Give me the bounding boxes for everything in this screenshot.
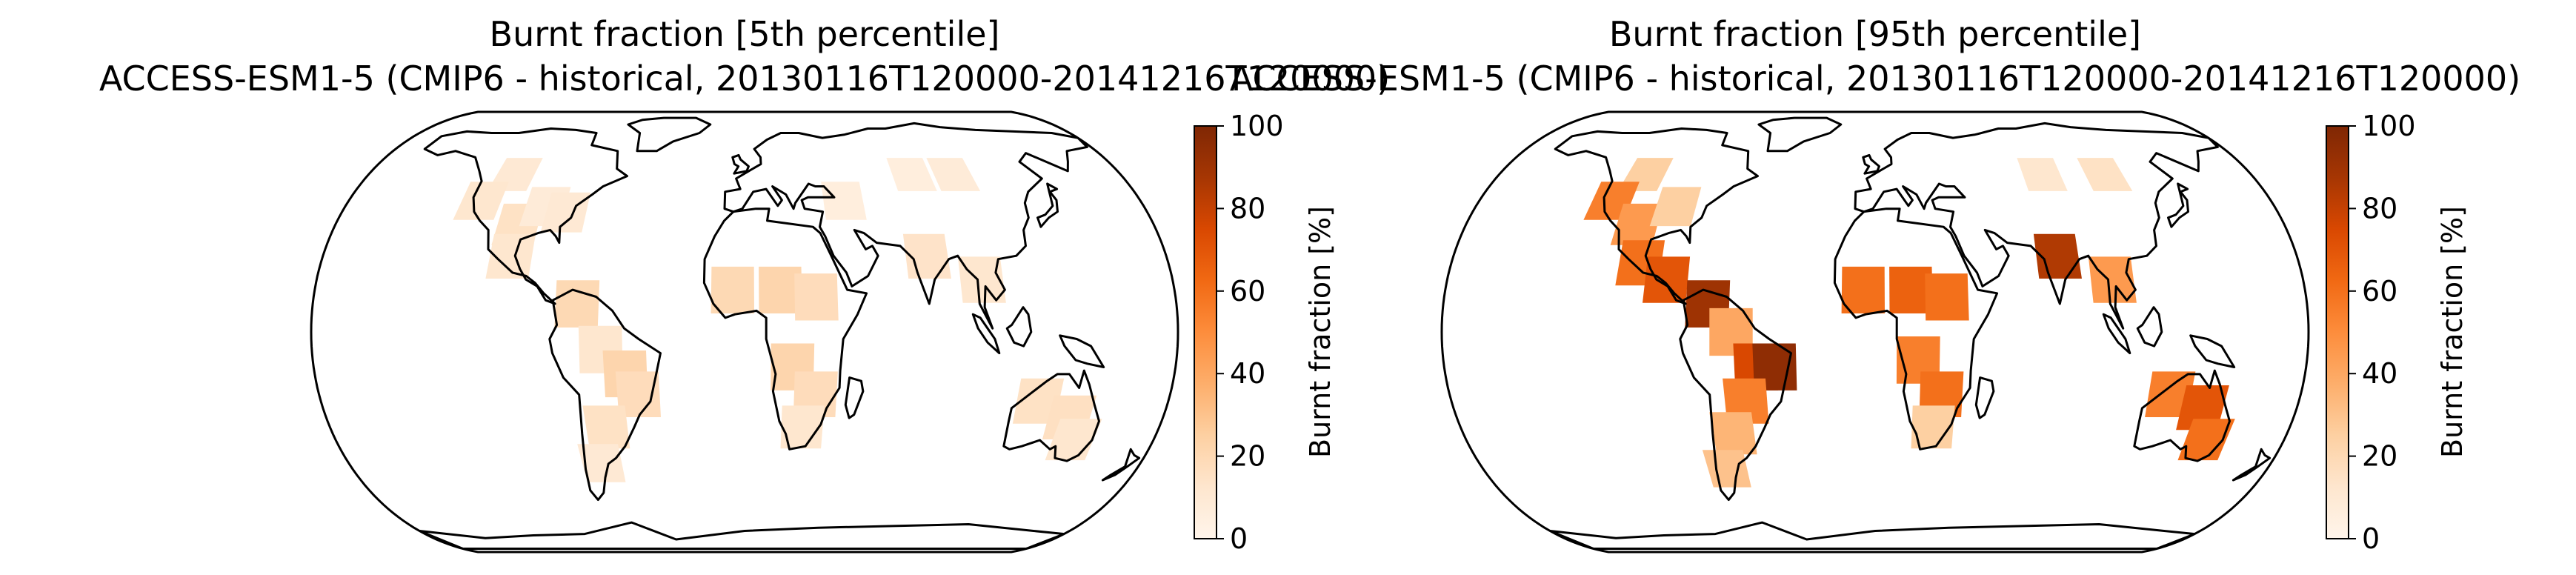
panel-subtitle: ACCESS-ESM1-5 (CMIP6 - historical, 20130… [1230, 59, 2520, 99]
colorbar-ticks: 0 20 40 60 80 100 [2349, 110, 2416, 555]
coastline-sumatra [2102, 313, 2131, 355]
burnt-fraction-cell [1911, 405, 1955, 449]
panel-title: Burnt fraction [5th percentile] [490, 14, 1000, 54]
burnt-fraction-cell [2077, 158, 2133, 191]
burnt-fraction-cell [2088, 256, 2137, 303]
coastline-greenland [627, 116, 712, 153]
coastline-new-zealand [2231, 448, 2272, 482]
coastline-north-america [423, 127, 628, 305]
burnt-fraction-cell [1925, 273, 1969, 321]
burnt-fraction-cell [780, 405, 825, 449]
burnt-fraction-cell [577, 444, 626, 482]
burnt-fraction-cell [1709, 412, 1757, 455]
colorbar-tick-label: 40 [1230, 357, 1265, 390]
coastline-new-guinea [2189, 334, 2236, 368]
colorbar-tick-label: 100 [1230, 110, 1284, 142]
burnt-fraction-cell [582, 405, 630, 449]
coastline-africa [1833, 207, 1999, 451]
burnt-fraction-cell [540, 192, 591, 233]
map-outline [310, 110, 1179, 554]
ocean-background [311, 112, 1178, 552]
coastline-eurasia [723, 122, 1088, 330]
coastline-south-america [548, 288, 662, 502]
colorbar: 0 20 40 60 80 100 Burnt fraction [%] [2326, 110, 2469, 555]
colorbar-ticks: 0 20 40 60 80 100 [1217, 110, 1284, 555]
colorbar-tick-label: 20 [2362, 440, 2397, 473]
coastline-britain [731, 153, 750, 175]
coastline-australia [2133, 369, 2231, 462]
coastline-new-zealand [1101, 448, 1141, 482]
colorbar-tick-label: 60 [1230, 275, 1265, 308]
colorbar-gradient [1194, 125, 1217, 539]
burnt-fraction-cell [1889, 266, 1933, 313]
colorbar-tick-label: 60 [2362, 275, 2397, 308]
burnt-fraction-cell [615, 371, 661, 417]
panel-title: Burnt fraction [95th percentile] [1609, 14, 2141, 54]
ocean-background [1442, 112, 2309, 552]
burnt-fraction-cell [710, 266, 754, 313]
burnt-fraction-cell [485, 233, 536, 279]
colorbar-tick-label: 0 [1230, 522, 1248, 555]
coastlines [1548, 116, 2272, 550]
burnt-fraction-cell [1649, 187, 1702, 227]
colorbar: 0 20 40 60 80 100 Burnt fraction [%] [1194, 110, 1337, 555]
burnt-fraction-cell [554, 280, 600, 328]
burnt-fraction-cell [2177, 419, 2235, 461]
coastline-australia [1002, 369, 1100, 462]
burnt-fraction-cell [453, 182, 509, 220]
coastline-madagascar [844, 376, 865, 419]
colorbar-tick-label: 40 [2362, 357, 2397, 390]
burnt-fraction-cell [1841, 266, 1885, 313]
coastline-japan [2167, 182, 2189, 228]
burnt-fraction-cell [957, 256, 1006, 303]
coastline-japan [1036, 182, 1059, 228]
colorbar-tick-label: 100 [2362, 110, 2416, 142]
coastline-britain [1862, 153, 1880, 175]
coastline-eurasia [1854, 122, 2219, 330]
colorbar-tick-label: 80 [1230, 192, 1265, 225]
map-area [310, 110, 1179, 554]
panel-subtitle: ACCESS-ESM1-5 (CMIP6 - historical, 20130… [99, 59, 1390, 99]
map-outline [1440, 110, 2310, 554]
colorbar-label: Burnt fraction [%] [1304, 206, 1337, 458]
coastline-borneo [2136, 306, 2163, 348]
coastline-greenland [1757, 116, 1843, 153]
burnt-fraction-cell [759, 266, 802, 313]
burnt-fraction-cell [1610, 203, 1663, 245]
burnt-fraction-cell [794, 273, 839, 321]
coastline-sumatra [971, 313, 1001, 355]
panel-95th-percentile: Burnt fraction [95th percentile] ACCESS-… [1230, 14, 2520, 555]
coastline-borneo [1005, 306, 1033, 348]
coastline-africa [702, 207, 868, 451]
burnt-fraction-cells [453, 158, 1102, 482]
colorbar-tick-label: 0 [2362, 522, 2380, 555]
burnt-fraction-cell [886, 158, 937, 191]
burnt-fraction-cell [1643, 256, 1691, 303]
coastline-new-guinea [1059, 334, 1105, 368]
burnt-fraction-cell [1045, 419, 1102, 461]
burnt-fraction-cell [926, 158, 981, 191]
colorbar-gradient [2326, 125, 2349, 539]
burnt-fraction-cell [2017, 158, 2068, 191]
burnt-fraction-cell [821, 182, 867, 220]
coastline-north-america [1554, 127, 1759, 305]
coastline-south-america [1679, 288, 1792, 502]
panel-5th-percentile: Burnt fraction [5th percentile] ACCESS-E… [99, 14, 1390, 555]
colorbar-tick-label: 80 [2362, 192, 2397, 225]
coastline-madagascar [1974, 376, 1995, 419]
colorbar-label: Burnt fraction [%] [2436, 206, 2469, 458]
map-area [1440, 110, 2310, 554]
colorbar-tick-label: 20 [1230, 440, 1265, 473]
